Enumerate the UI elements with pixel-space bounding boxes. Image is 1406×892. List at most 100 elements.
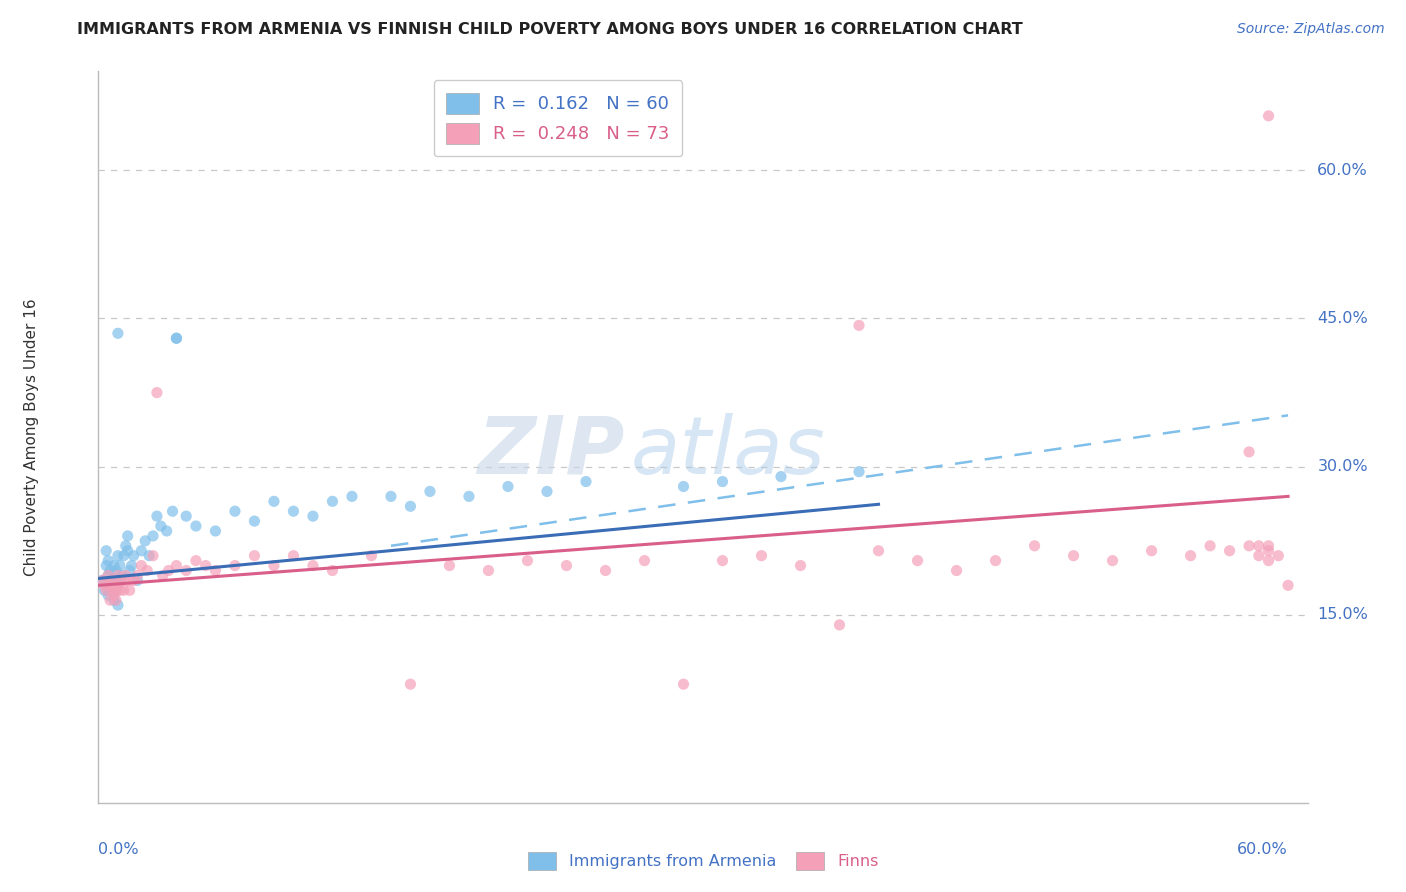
Point	[868, 543, 890, 558]
Point	[101, 583, 124, 598]
Text: 30.0%: 30.0%	[1317, 459, 1368, 475]
Point	[174, 564, 197, 578]
Point	[283, 504, 305, 518]
Point	[555, 558, 578, 573]
Point	[136, 564, 159, 578]
Point	[1257, 539, 1279, 553]
Point	[263, 558, 285, 573]
Point	[1024, 539, 1046, 553]
Point	[360, 549, 382, 563]
Point	[104, 593, 127, 607]
Point	[131, 558, 153, 573]
Point	[848, 465, 870, 479]
Text: Child Poverty Among Boys Under 16: Child Poverty Among Boys Under 16	[24, 298, 39, 576]
Point	[97, 568, 120, 582]
Text: 0.0%: 0.0%	[98, 842, 139, 857]
Point	[157, 564, 180, 578]
Point	[1063, 549, 1085, 563]
Point	[1277, 578, 1299, 592]
Point	[340, 489, 363, 503]
Point	[118, 583, 141, 598]
Point	[751, 549, 773, 563]
Text: 45.0%: 45.0%	[1317, 311, 1368, 326]
Point	[152, 568, 174, 582]
Point	[477, 564, 499, 578]
Point	[101, 574, 124, 588]
Point	[302, 509, 325, 524]
Point	[204, 564, 226, 578]
Point	[107, 568, 129, 582]
Point	[108, 558, 131, 573]
Point	[104, 583, 127, 598]
Point	[98, 578, 121, 592]
Point	[104, 564, 127, 578]
Point	[672, 677, 695, 691]
Point	[439, 558, 461, 573]
Point	[93, 578, 115, 592]
Point	[789, 558, 811, 573]
Point	[984, 554, 1007, 568]
Point	[204, 524, 226, 538]
Point	[184, 554, 207, 568]
Point	[107, 598, 129, 612]
Point	[112, 583, 135, 598]
Point	[146, 385, 169, 400]
Point	[108, 574, 131, 588]
Point	[111, 574, 134, 588]
Point	[1237, 539, 1260, 553]
Point	[165, 331, 187, 345]
Point	[1237, 445, 1260, 459]
Point	[828, 618, 851, 632]
Point	[1257, 109, 1279, 123]
Point	[1257, 543, 1279, 558]
Point	[516, 554, 538, 568]
Point	[117, 543, 139, 558]
Point	[302, 558, 325, 573]
Point	[1199, 539, 1222, 553]
Point	[103, 578, 125, 592]
Point	[1247, 549, 1270, 563]
Point	[380, 489, 402, 503]
Point	[243, 514, 266, 528]
Point	[111, 568, 134, 582]
Point	[122, 574, 145, 588]
Point	[174, 509, 197, 524]
Point	[399, 677, 422, 691]
Point	[536, 484, 558, 499]
Point	[1267, 549, 1289, 563]
Point	[283, 549, 305, 563]
Point	[711, 554, 734, 568]
Point	[1219, 543, 1241, 558]
Text: Source: ZipAtlas.com: Source: ZipAtlas.com	[1237, 22, 1385, 37]
Point	[104, 583, 127, 598]
Point	[117, 574, 139, 588]
Point	[96, 558, 118, 573]
Point	[769, 469, 792, 483]
Point	[224, 558, 246, 573]
Point	[945, 564, 967, 578]
Point	[107, 549, 129, 563]
Point	[848, 318, 870, 333]
Point	[107, 578, 129, 592]
Text: ZIP: ZIP	[477, 413, 624, 491]
Point	[98, 578, 121, 592]
Legend: R =  0.162   N = 60, R =  0.248   N = 73: R = 0.162 N = 60, R = 0.248 N = 73	[433, 80, 682, 156]
Text: atlas: atlas	[630, 413, 825, 491]
Point	[107, 326, 129, 341]
Point	[103, 558, 125, 573]
Text: IMMIGRANTS FROM ARMENIA VS FINNISH CHILD POVERTY AMONG BOYS UNDER 16 CORRELATION: IMMIGRANTS FROM ARMENIA VS FINNISH CHILD…	[77, 22, 1024, 37]
Point	[142, 549, 165, 563]
Point	[496, 479, 519, 493]
Legend: Immigrants from Armenia, Finns: Immigrants from Armenia, Finns	[517, 842, 889, 880]
Point	[107, 578, 129, 592]
Point	[97, 568, 120, 582]
Point	[114, 568, 136, 582]
Point	[1101, 554, 1123, 568]
Point	[672, 479, 695, 493]
Point	[98, 593, 121, 607]
Point	[131, 543, 153, 558]
Point	[184, 519, 207, 533]
Point	[633, 554, 655, 568]
Point	[127, 574, 149, 588]
Point	[121, 558, 143, 573]
